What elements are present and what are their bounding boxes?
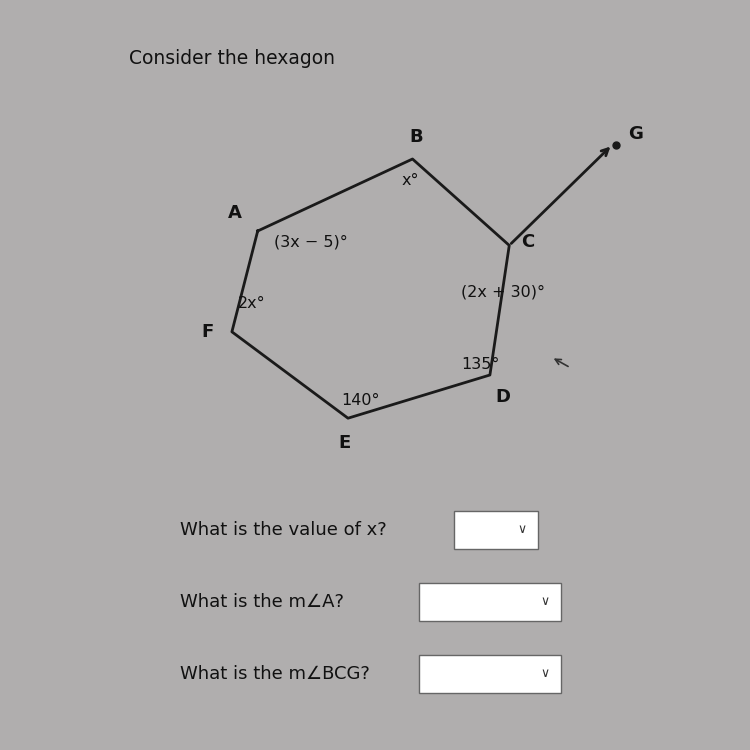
Text: A: A [228, 204, 242, 222]
Text: F: F [201, 322, 214, 340]
Text: 2x°: 2x° [238, 296, 266, 310]
Text: What is the m∠BCG?: What is the m∠BCG? [180, 664, 370, 682]
Text: ∨: ∨ [518, 524, 526, 536]
Text: D: D [495, 388, 510, 406]
Text: (2x + 30)°: (2x + 30)° [460, 285, 544, 300]
Text: G: G [628, 124, 644, 142]
FancyBboxPatch shape [419, 655, 561, 692]
Text: 140°: 140° [341, 393, 380, 408]
Text: E: E [339, 434, 351, 452]
Text: C: C [520, 232, 534, 250]
Text: Consider the hexagon: Consider the hexagon [129, 49, 340, 68]
FancyBboxPatch shape [454, 511, 538, 548]
Text: (3x − 5)°: (3x − 5)° [274, 234, 347, 249]
Text: ∨: ∨ [540, 668, 549, 680]
Text: What is the m∠A?: What is the m∠A? [180, 592, 344, 610]
Text: x°: x° [401, 173, 419, 188]
FancyBboxPatch shape [419, 583, 561, 620]
Text: B: B [409, 128, 422, 146]
Text: ∨: ∨ [540, 596, 549, 608]
Text: 135°: 135° [460, 357, 500, 372]
Text: What is the value of x?: What is the value of x? [180, 520, 387, 538]
